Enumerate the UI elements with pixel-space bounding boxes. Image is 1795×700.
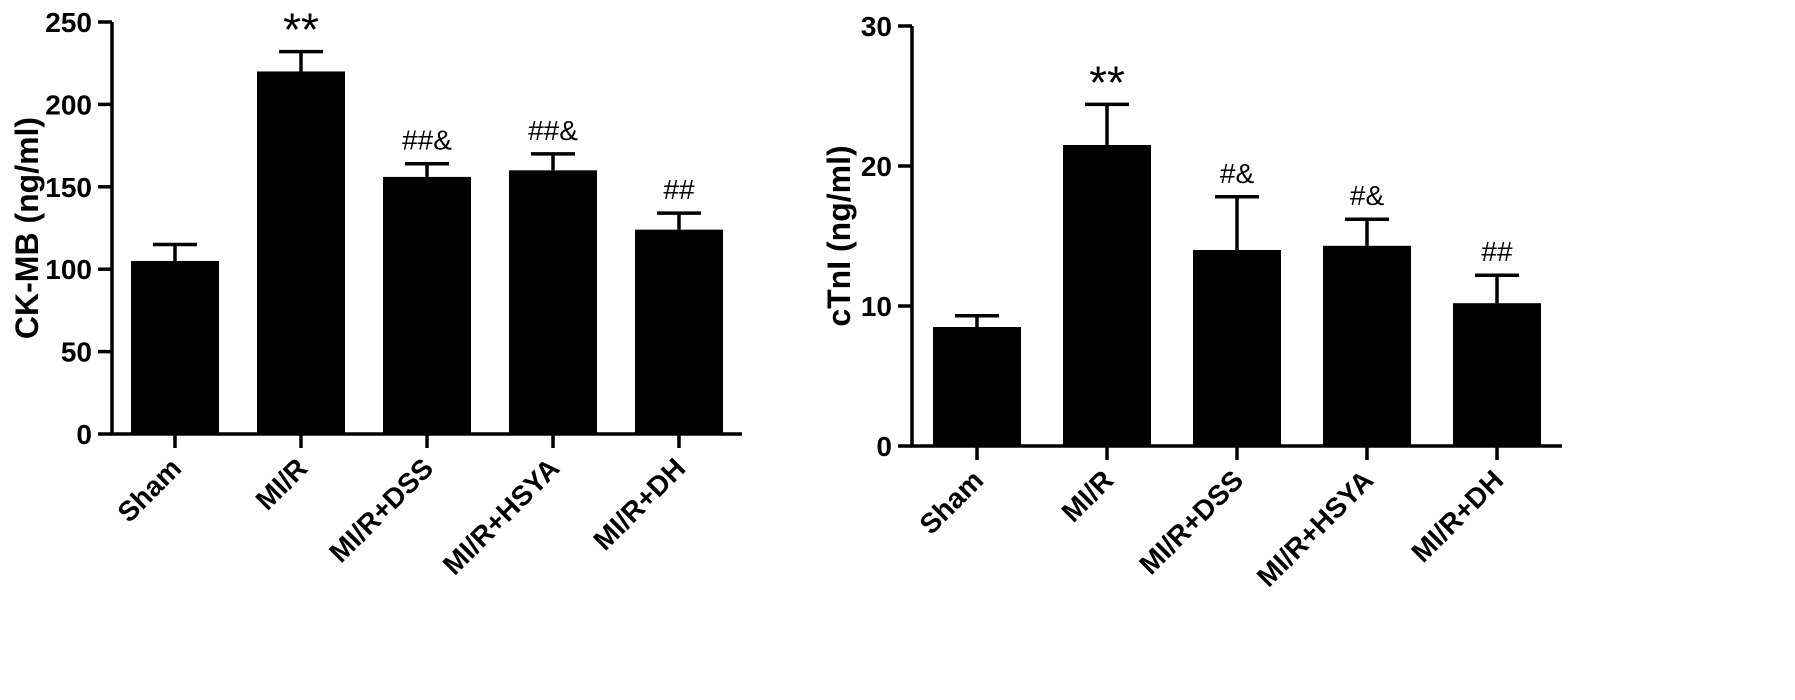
y-tick-label: 100 xyxy=(45,254,92,285)
category-label-mi-r-hsya: MI/R+HSYA xyxy=(437,452,565,580)
bar-sham xyxy=(131,260,219,434)
ck-mb-chart: 0 50 100 150 200 250 CK-MB (ng/ml) Sham MI/R ** MI… xyxy=(9,4,742,581)
significance-label-mi-r-hsya: #& xyxy=(1350,180,1385,211)
significance-label-mi-r-dss: ##& xyxy=(402,125,452,156)
bar-mi-r-hsya xyxy=(509,170,597,434)
significance-label-mi-r-dh: ## xyxy=(1481,236,1513,267)
bar-mi-r-dss xyxy=(383,176,471,435)
y-axis-title: cTnI (ng/ml) xyxy=(821,145,857,326)
y-axis-title: CK-MB (ng/ml) xyxy=(9,117,45,339)
bar-mi-r xyxy=(1063,145,1151,446)
category-label-mi-r-dss: MI/R+DSS xyxy=(323,452,439,568)
significance-label-mi-r-hsya: ##& xyxy=(528,115,578,146)
category-label-sham: Sham xyxy=(913,464,989,540)
y-tick-label: 30 xyxy=(861,11,892,42)
y-tick-label: 250 xyxy=(45,7,92,38)
significance-label-mi-r-dss: #& xyxy=(1220,158,1255,189)
category-label-mi-r-dh: MI/R+DH xyxy=(1405,464,1509,568)
bar-sham xyxy=(933,327,1021,446)
bar-mi-r-hsya xyxy=(1323,245,1411,446)
bar-mi-r-dss xyxy=(1193,250,1281,446)
category-label-mi-r: MI/R xyxy=(250,452,314,516)
category-label-mi-r-dss: MI/R+DSS xyxy=(1133,464,1249,580)
y-tick-label: 10 xyxy=(861,291,892,322)
significance-label-mi-r: ** xyxy=(283,4,319,56)
category-label-sham: Sham xyxy=(111,452,187,528)
bar-mi-r xyxy=(257,71,345,434)
y-tick-label: 50 xyxy=(61,337,92,368)
category-label-mi-r-hsya: MI/R+HSYA xyxy=(1251,464,1379,592)
y-tick-label: 200 xyxy=(45,89,92,120)
y-tick-label: 0 xyxy=(76,419,92,450)
y-tick-label: 150 xyxy=(45,172,92,203)
bar-mi-r-dh xyxy=(635,229,723,434)
y-tick-label: 20 xyxy=(861,151,892,182)
category-label-mi-r: MI/R xyxy=(1056,464,1120,528)
y-tick-label: 0 xyxy=(876,431,892,462)
significance-label-mi-r-dh: ## xyxy=(663,174,695,205)
ctni-chart: 0 10 20 30 cTnI (ng/ml) Sham MI/R ** MI/R+DSS #& M… xyxy=(821,11,1562,593)
category-label-mi-r-dh: MI/R+DH xyxy=(587,452,691,556)
significance-label-mi-r: ** xyxy=(1089,56,1125,108)
bar-mi-r-dh xyxy=(1453,303,1541,446)
